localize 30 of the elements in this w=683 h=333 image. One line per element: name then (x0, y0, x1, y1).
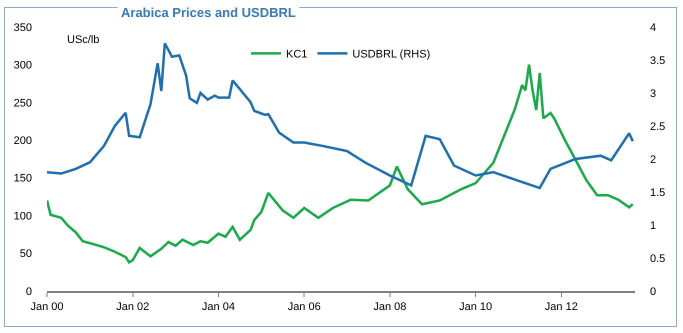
y2-tick-label: 0.5 (650, 252, 666, 265)
y-tick-label: 350 (14, 22, 32, 34)
x-tick-label: Jan 00 (30, 301, 64, 314)
y-axis-title: USc/lb (67, 34, 100, 46)
y2-tick-label: 0 (650, 286, 656, 298)
y2-tick-label: 4 (650, 22, 656, 34)
y2-tick-label: 1.5 (650, 186, 666, 199)
y2-tick-label: 3 (650, 88, 656, 100)
y-tick-label: 100 (14, 210, 32, 222)
x-tick-label: Jan 08 (373, 301, 406, 314)
y2-tick-label: 2.5 (650, 120, 666, 133)
x-tick-label: Jan 02 (116, 301, 150, 314)
y-tick-label: 50 (20, 248, 32, 260)
y-tick-label: 300 (14, 60, 32, 72)
y-tick-label: 0 (26, 286, 32, 298)
legend-label: USDBRL (RHS) (352, 48, 430, 61)
y2-tick-label: 3.5 (650, 54, 666, 67)
line-series (47, 42, 634, 190)
x-tick-label: Jan 04 (202, 301, 235, 314)
legend-label: KC1 (286, 48, 308, 61)
y-tick-label: 150 (14, 172, 32, 185)
x-tick-label: Jan 12 (544, 301, 578, 314)
y2-tick-label: 1 (650, 220, 656, 232)
y-tick-label: 250 (14, 97, 32, 110)
chart-title: Arabica Prices and USDBRL (121, 5, 296, 20)
line-series (47, 63, 634, 264)
x-tick-label: Jan 06 (288, 301, 321, 314)
y2-tick-label: 2 (650, 154, 656, 166)
y-tick-label: 200 (14, 134, 32, 147)
x-tick-label: Jan 10 (459, 301, 492, 314)
